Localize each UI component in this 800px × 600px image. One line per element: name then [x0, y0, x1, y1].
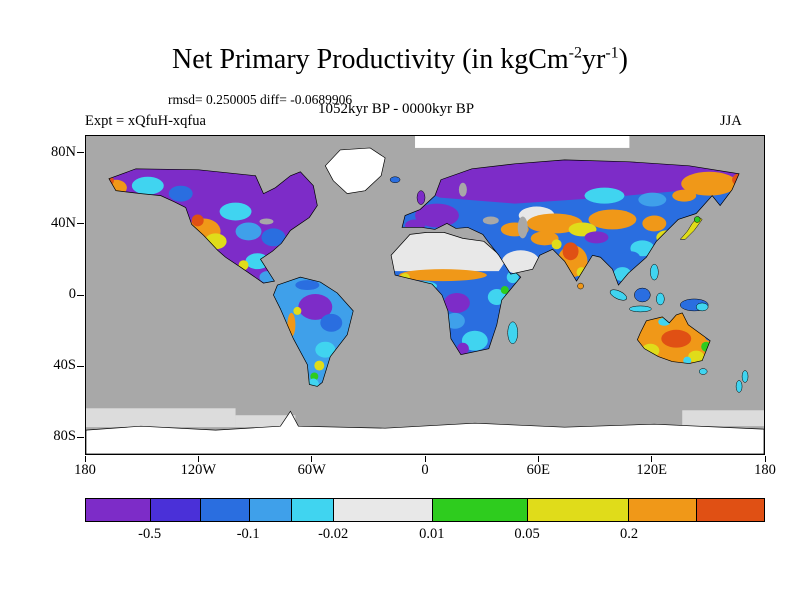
- lon-tick-label-5: 120E: [636, 462, 667, 478]
- colorbar-tick-label-0.01: 0.01: [419, 526, 445, 542]
- lon-tick-label-1: 120W: [180, 462, 217, 478]
- lat-tick-mark-80N: [77, 152, 84, 154]
- island-new-zealand-north: [741, 370, 749, 383]
- title-text-mid: yr: [581, 44, 606, 75]
- colorbar-segment-green: [431, 499, 527, 521]
- season-label: JJA: [720, 113, 742, 129]
- lon-tick-mark-4: [537, 456, 539, 462]
- lon-tick-mark-6: [764, 456, 766, 462]
- colorbar: [85, 498, 765, 522]
- colorbar-segment-indigo: [150, 499, 200, 521]
- island-java: [629, 305, 652, 313]
- island-tasmania: [698, 368, 708, 375]
- lat-tick-label-80N: 80N: [51, 143, 76, 160]
- colorbar-tick-label-0.05: 0.05: [514, 526, 540, 542]
- antarctic-sea-ice-right: [682, 410, 764, 427]
- lon-tick-label-6: 180: [754, 462, 776, 478]
- antarctic-sea-ice-left: [86, 408, 236, 428]
- colorbar-tick-label--0.02: -0.02: [318, 526, 349, 542]
- island-new-guinea-east: [695, 302, 709, 312]
- lat-tick-label-80S: 80S: [53, 428, 76, 445]
- colorbar-segment-blue: [199, 499, 249, 521]
- lat-tick-label-40S: 40S: [53, 357, 76, 374]
- colorbar-segment-red: [696, 499, 764, 521]
- lon-tick-mark-2: [311, 456, 313, 462]
- island-japan-north: [693, 216, 701, 223]
- lon-tick-mark-0: [84, 456, 86, 462]
- title-text-suffix: ): [618, 44, 628, 75]
- lon-tick-label-2: 60W: [297, 462, 326, 478]
- world-map-frame: [85, 135, 765, 455]
- lat-tick-mark-40N: [77, 223, 84, 225]
- colorbar-segment-purple: [86, 499, 151, 521]
- island-new-zealand-south: [735, 380, 743, 393]
- lon-tick-label-3: 0: [421, 462, 429, 478]
- island-madagascar: [507, 321, 518, 344]
- continent-south-america: [272, 276, 354, 387]
- experiment-label: Expt = xQfuH-xqfua: [85, 113, 206, 129]
- lon-tick-label-4: 60E: [526, 462, 551, 478]
- colorbar-segment-gray: [333, 499, 432, 521]
- title-superscript-minus2: -2: [568, 44, 582, 62]
- lat-tick-mark-40S: [77, 365, 84, 367]
- lat-tick-label-40N: 40N: [51, 214, 76, 231]
- lon-tick-label-0: 180: [74, 462, 96, 478]
- arctic-sea-ice: [415, 136, 630, 148]
- colorbar-tick-label--0.1: -0.1: [236, 526, 260, 542]
- island-sri-lanka: [577, 282, 584, 290]
- title-superscript-minus1: -1: [605, 44, 619, 62]
- world-map: [86, 136, 764, 454]
- colorbar-segment-yellow: [526, 499, 629, 521]
- period-line: 1052kyr BP - 0000kyr BP: [318, 101, 475, 117]
- islands: [389, 176, 749, 393]
- continent-north-america: [108, 168, 318, 284]
- colorbar-tick-label--0.5: -0.5: [138, 526, 162, 542]
- island-iceland: [389, 176, 401, 183]
- island-philippines: [650, 263, 659, 281]
- colorbar-segment-orange: [628, 499, 697, 521]
- island-sumatra: [609, 289, 627, 301]
- lon-tick-mark-3: [424, 456, 426, 462]
- island-sulawesi: [656, 292, 665, 306]
- island-borneo: [634, 287, 651, 303]
- island-uk: [416, 190, 426, 205]
- colorbar-tick-label-0.2: 0.2: [619, 526, 639, 542]
- antarctic-sea-ice-mid: [235, 415, 296, 428]
- lon-tick-mark-1: [197, 456, 199, 462]
- stats-line: rmsd= 0.250005 diff= -0.0689906: [168, 92, 353, 107]
- lat-tick-mark-0: [77, 294, 84, 296]
- colorbar-segment-ltblue: [248, 499, 291, 521]
- lat-tick-label-0: 0: [68, 286, 76, 302]
- title-text-prefix: Net Primary Productivity (in kgCm: [172, 44, 569, 75]
- figure-title: Net Primary Productivity (in kgCm-2yr-1): [0, 44, 800, 76]
- colorbar-segment-cyan: [290, 499, 334, 521]
- lon-tick-mark-5: [651, 456, 653, 462]
- lat-tick-mark-80S: [77, 436, 84, 438]
